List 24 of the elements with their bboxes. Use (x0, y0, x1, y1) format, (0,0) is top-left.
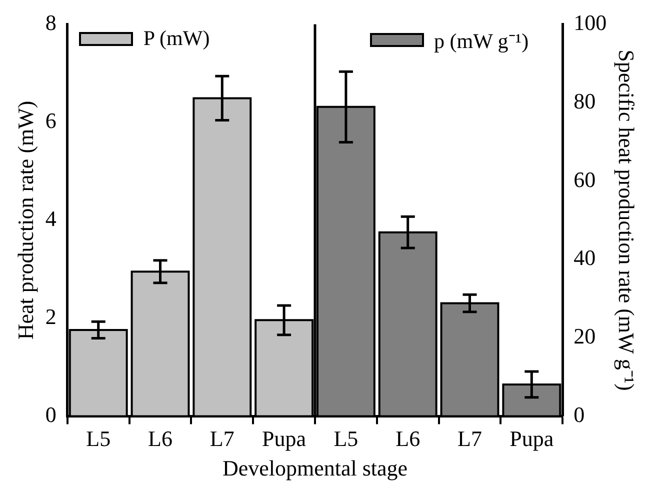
y-tick-label: 4 (45, 206, 56, 231)
y2-tick-label: 40 (574, 245, 596, 270)
x-tick-label: L7 (210, 426, 234, 452)
x-tick-label: Pupa (510, 426, 554, 452)
y-axis-title: Heat production rate (mW) (12, 100, 38, 340)
x-tick-label: L7 (458, 426, 482, 452)
y2-tick-label: 80 (574, 88, 596, 114)
x-axis-title: Developmental stage (222, 456, 408, 481)
x-tick-label: L5 (86, 426, 111, 452)
y2-tick-label: 20 (574, 324, 596, 349)
y-tick-label: 0 (45, 402, 56, 427)
y-tick-label: 8 (45, 10, 56, 35)
legend-label: p (mW g⁻¹) (434, 28, 529, 54)
y2-tick-label: 60 (574, 166, 596, 192)
x-tick-label: L6 (396, 426, 420, 452)
x-tick-label: L6 (148, 426, 172, 452)
legend-label: P (mW) (143, 26, 210, 52)
y2-axis-title: Specific heat production rate (mW g⁻¹) (614, 50, 640, 391)
y-tick-label: 2 (45, 304, 56, 329)
y-tick-label: 6 (45, 108, 56, 133)
y2-tick-label: 0 (574, 402, 585, 427)
x-tick-label: L5 (334, 426, 358, 452)
y2-tick-label: 100 (574, 10, 607, 35)
x-tick-label: Pupa (262, 426, 306, 452)
